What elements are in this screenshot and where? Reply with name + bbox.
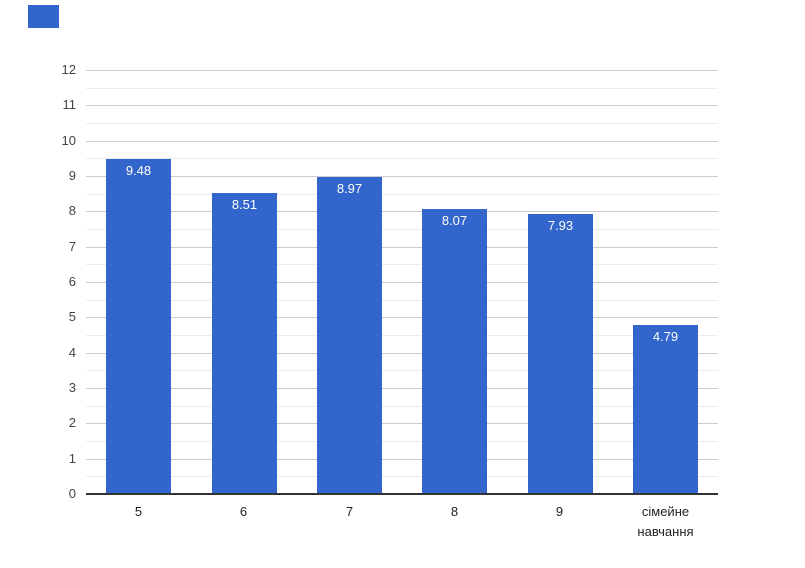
major-gridline — [86, 141, 718, 142]
y-tick-label: 7 — [68, 239, 76, 254]
x-axis-baseline — [86, 493, 718, 495]
major-gridline — [86, 282, 718, 283]
legend-series-swatch — [28, 5, 59, 28]
y-tick-label: 5 — [68, 309, 76, 324]
bar-value-label: 7.93 — [547, 218, 574, 233]
minor-gridline — [86, 335, 718, 336]
y-tick-label: 9 — [68, 168, 76, 183]
y-tick-label: 12 — [61, 62, 76, 77]
y-tick-label: 11 — [62, 97, 77, 112]
major-gridline — [86, 105, 718, 106]
major-gridline — [86, 423, 718, 424]
bar[interactable] — [633, 325, 698, 494]
minor-gridline — [86, 476, 718, 477]
minor-gridline — [86, 441, 718, 442]
x-tick-label: 8 — [450, 504, 459, 519]
x-tick-label: 9 — [555, 504, 564, 519]
minor-gridline — [86, 88, 718, 89]
y-tick-label: 1 — [68, 451, 76, 466]
bar[interactable] — [528, 214, 593, 494]
bar-value-label: 8.97 — [336, 181, 363, 196]
bar-value-label: 9.48 — [125, 163, 152, 178]
major-gridline — [86, 317, 718, 318]
minor-gridline — [86, 264, 718, 265]
minor-gridline — [86, 229, 718, 230]
x-tick-label: 5 — [134, 504, 143, 519]
minor-gridline — [86, 123, 718, 124]
y-tick-label: 4 — [68, 345, 76, 360]
y-tick-label: 3 — [68, 380, 76, 395]
x-tick-label: сімейне навчання — [637, 504, 694, 539]
major-gridline — [86, 211, 718, 212]
y-tick-label: 10 — [61, 133, 76, 148]
bar-value-label: 8.07 — [441, 213, 468, 228]
bar[interactable] — [212, 193, 277, 494]
bar[interactable] — [422, 209, 487, 494]
major-gridline — [86, 459, 718, 460]
y-tick-label: 0 — [68, 486, 76, 501]
major-gridline — [86, 70, 718, 71]
bar-value-label: 8.51 — [231, 197, 258, 212]
bar-value-label: 4.79 — [652, 329, 679, 344]
minor-gridline — [86, 300, 718, 301]
major-gridline — [86, 247, 718, 248]
minor-gridline — [86, 194, 718, 195]
minor-gridline — [86, 406, 718, 407]
major-gridline — [86, 353, 718, 354]
bar[interactable] — [106, 159, 171, 494]
minor-gridline — [86, 158, 718, 159]
y-tick-label: 6 — [68, 274, 76, 289]
x-tick-label: 6 — [239, 504, 248, 519]
bar[interactable] — [317, 177, 382, 494]
y-tick-label: 8 — [68, 203, 76, 218]
major-gridline — [86, 176, 718, 177]
x-tick-label: 7 — [345, 504, 354, 519]
major-gridline — [86, 388, 718, 389]
minor-gridline — [86, 370, 718, 371]
y-tick-label: 2 — [68, 415, 76, 430]
